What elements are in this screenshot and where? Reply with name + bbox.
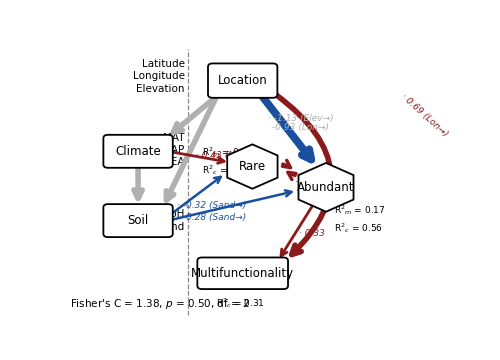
Text: R$^2$$_m$ = 0.17
R$^2$$_c$ = 0.56: R$^2$$_m$ = 0.17 R$^2$$_c$ = 0.56 <box>334 203 386 235</box>
Text: · -1.13 (Elev→): · -1.13 (Elev→) <box>268 113 334 122</box>
Polygon shape <box>298 163 354 212</box>
FancyBboxPatch shape <box>198 257 288 289</box>
Text: Location: Location <box>218 74 268 87</box>
Text: · -0.32 (Sand→): · -0.32 (Sand→) <box>177 201 246 210</box>
Text: Climate: Climate <box>115 145 161 158</box>
FancyBboxPatch shape <box>104 204 172 237</box>
Text: · 0.69 (Lon→): · 0.69 (Lon→) <box>400 92 450 139</box>
Text: Rare: Rare <box>239 160 266 173</box>
Text: pH
Sand: pH Sand <box>158 210 184 232</box>
Text: Abundant: Abundant <box>297 181 355 194</box>
Polygon shape <box>227 144 278 189</box>
Text: Fisher's C = 1.38, $p$ = 0.50, df = 2: Fisher's C = 1.38, $p$ = 0.50, df = 2 <box>70 297 250 311</box>
Text: Soil: Soil <box>128 214 148 227</box>
FancyBboxPatch shape <box>104 135 172 168</box>
Text: R$^2$$_m$ = 0.24
R$^2$$_c$ = 0.31: R$^2$$_m$ = 0.24 R$^2$$_c$ = 0.31 <box>216 278 267 310</box>
Text: Latitude
Longitude
Elevation: Latitude Longitude Elevation <box>132 59 184 94</box>
FancyBboxPatch shape <box>208 63 278 98</box>
Text: · 0.43 (MAP→): · 0.43 (MAP→) <box>196 151 258 160</box>
Text: · 0.33: · 0.33 <box>299 229 325 238</box>
Text: -0.93 (Lon→): -0.93 (Lon→) <box>272 123 329 132</box>
Text: MAT
MAP
TSEA: MAT MAP TSEA <box>158 132 184 167</box>
Text: Multifunctionality: Multifunctionality <box>191 267 294 280</box>
Text: ··· 0.68: ··· 0.68 <box>295 177 330 187</box>
Text: R$^2$$_m$ = 0.10
R$^2$$_c$ = 0.52: R$^2$$_m$ = 0.10 R$^2$$_c$ = 0.52 <box>202 145 254 177</box>
Text: · -0.28 (Sand→): · -0.28 (Sand→) <box>177 213 246 222</box>
